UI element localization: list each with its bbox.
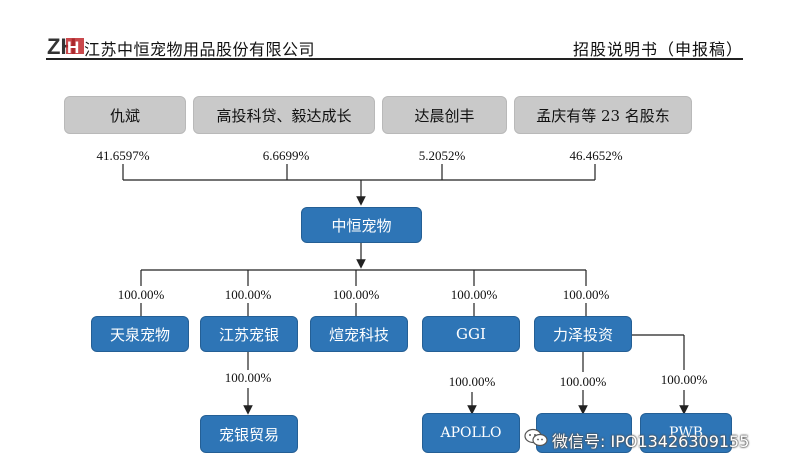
watermark-text: 微信号: IPO13426309155	[552, 432, 750, 451]
third-level-box: APOLLO	[422, 413, 520, 453]
subsidiary-box: GGI	[422, 316, 520, 352]
page-header: ZH H 江苏中恒宠物用品股份有限公司 招股说明书（申报稿）	[46, 32, 743, 62]
subsidiary-name: GGI	[456, 325, 486, 343]
subsidiary-name: 力泽投资	[552, 325, 613, 344]
third-level-pct: 100.00%	[224, 370, 272, 385]
third-level-pct: 100.00%	[660, 372, 708, 387]
shareholding-pct: 41.6597%	[96, 148, 150, 163]
company-name: 江苏中恒宠物用品股份有限公司	[84, 40, 316, 59]
subsidiary-box: 江苏宠银	[200, 316, 298, 352]
third-level-name: 宠银贸易	[218, 425, 279, 444]
company-box-label: 中恒宠物	[331, 216, 392, 235]
subsidiary-box: 天泉宠物	[91, 316, 189, 352]
third-level-name: APOLLO	[440, 425, 502, 441]
subsidiary-box: 力泽投资	[534, 316, 632, 352]
third-level-box: PWB	[640, 413, 732, 453]
subsidiary-name: 江苏宠银	[218, 325, 279, 344]
subsidiary-pct: 100.00%	[332, 287, 380, 302]
third-level-box: 宠银贸易	[200, 415, 298, 453]
company-logo: ZH H	[46, 34, 86, 58]
company-box: 中恒宠物	[301, 207, 422, 243]
header-rule	[46, 58, 743, 60]
shareholder-box: 仇斌	[64, 96, 186, 134]
subsidiary-pct: 100.00%	[450, 287, 498, 302]
shareholding-pct: 46.4652%	[569, 148, 623, 163]
shareholder-name: 孟庆有等 23 名股东	[536, 106, 670, 125]
shareholding-pct: 6.6699%	[262, 148, 310, 163]
document-title: 招股说明书（申报稿）	[572, 40, 743, 59]
shareholder-name: 达晨创丰	[414, 106, 475, 125]
shareholding-pct: 5.2052%	[418, 148, 466, 163]
subsidiary-name: 天泉宠物	[109, 325, 170, 344]
shareholder-name: 高投科贷、毅达成长	[216, 106, 352, 125]
shareholder-box: 孟庆有等 23 名股东	[514, 96, 692, 134]
wechat-icon	[524, 428, 548, 447]
shareholder-name: 仇斌	[109, 106, 140, 125]
shareholder-box: 达晨创丰	[382, 96, 507, 134]
third-level-pct: 100.00%	[559, 374, 607, 389]
shareholder-box: 高投科贷、毅达成长	[193, 96, 375, 134]
subsidiary-box: 煊宠科技	[310, 316, 408, 352]
svg-text:H: H	[67, 38, 79, 57]
third-level-name: PWB	[668, 425, 704, 441]
third-level-pct: 100.00%	[448, 374, 496, 389]
third-level-box	[536, 413, 632, 453]
subsidiary-pct: 100.00%	[224, 287, 272, 302]
subsidiary-name: 煊宠科技	[328, 325, 389, 344]
subsidiary-pct: 100.00%	[562, 287, 610, 302]
subsidiary-pct: 100.00%	[117, 287, 165, 302]
